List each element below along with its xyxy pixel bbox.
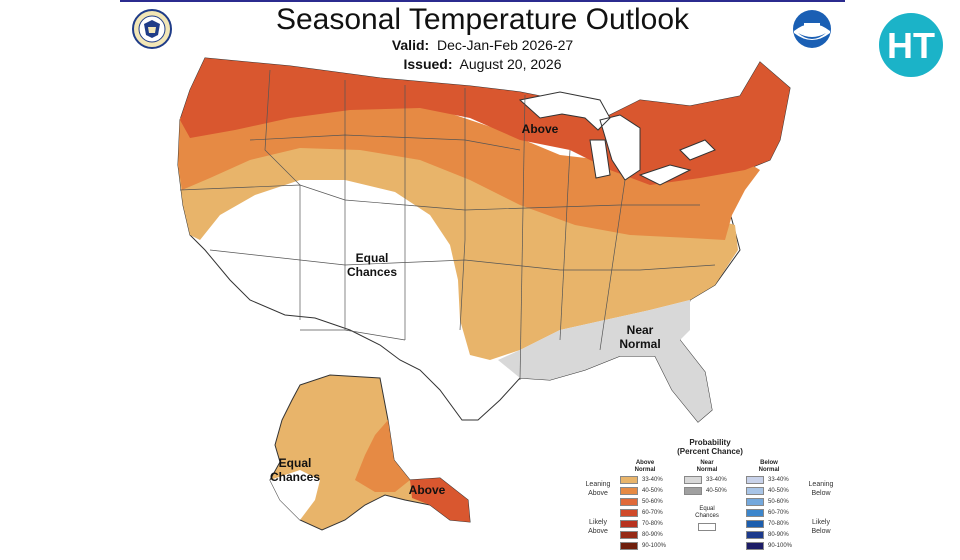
legend-above-swatch-6 — [620, 542, 638, 550]
legend-below-label-2: 50-60% — [768, 499, 789, 505]
legend-above-head-1: Above — [635, 460, 655, 466]
label-near-line1: Near — [627, 323, 654, 337]
zone-near-normal — [498, 300, 712, 422]
legend-below-label-0: 33-40% — [768, 477, 789, 483]
alaska-above-40-50 — [355, 420, 410, 492]
zone-above-33-40 — [178, 128, 738, 360]
legend-likely-below-1: Likely — [812, 519, 830, 526]
legend-equal-swatch — [698, 523, 716, 531]
probability-legend: Probability (Percent Chance) Above Norma… — [580, 436, 840, 558]
state-lines — [179, 69, 716, 381]
legend-above-label-4: 70-80% — [642, 521, 663, 527]
legend-near-head: Near Normal — [684, 460, 730, 474]
legend-likely-above-2: Above — [588, 528, 608, 535]
ht-brand-text: HT — [887, 25, 935, 66]
label-above-north: Above — [522, 122, 559, 136]
legend-above-label-6: 90-100% — [642, 543, 667, 549]
page-title: Seasonal Temperature Outlook — [275, 3, 690, 36]
legend-above-swatch-1 — [620, 487, 638, 495]
legend-equal-1: Equal — [699, 506, 715, 512]
legend-leaning-below-2: Below — [811, 490, 831, 497]
legend-above-head-2: Normal — [634, 467, 656, 473]
legend-below-head: Below Normal — [746, 460, 792, 474]
label-equal-line1: Equal — [356, 251, 389, 265]
legend-near-label-0: 33-40% — [706, 477, 727, 483]
legend-likely-above: Likely Above — [580, 518, 616, 536]
legend-above-swatch-5 — [620, 531, 638, 539]
legend-below-head-2: Normal — [758, 467, 780, 473]
legend-above-label-5: 80-90% — [642, 532, 663, 538]
header-rule — [120, 0, 845, 2]
legend-near-head-2: Normal — [696, 467, 718, 473]
legend-above-label-0: 33-40% — [642, 477, 663, 483]
ht-brand-logo: HT — [879, 13, 943, 77]
valid-label: Valid: — [391, 37, 430, 53]
legend-leaning-above: Leaning Above — [580, 480, 616, 498]
label-ak-equal-line2: Chances — [270, 470, 320, 484]
legend-likely-below-2: Below — [811, 528, 831, 535]
legend-below-label-6: 90-100% — [768, 543, 793, 549]
valid-line: Valid: Dec-Jan-Feb 2026-27 — [120, 37, 845, 53]
label-equal-line2: Chances — [347, 265, 397, 279]
legend-below-swatch-5 — [746, 531, 764, 539]
legend-leaning-below-1: Leaning — [808, 481, 834, 488]
legend-above-label-3: 60-70% — [642, 510, 663, 516]
doc-seal-icon — [132, 9, 172, 49]
legend-leaning-above-2: Above — [588, 490, 608, 497]
legend-below-swatch-3 — [746, 509, 764, 517]
legend-below-swatch-2 — [746, 498, 764, 506]
legend-below-swatch-0 — [746, 476, 764, 484]
alaska-equal-west — [270, 470, 320, 520]
label-ak-above: Above — [409, 483, 446, 497]
legend-below-head-1: Below — [760, 460, 778, 466]
alaska-above-50-60 — [410, 478, 470, 522]
legend-above-swatch-3 — [620, 509, 638, 517]
valid-value: Dec-Jan-Feb 2026-27 — [436, 37, 574, 53]
legend-below-swatch-6 — [746, 542, 764, 550]
legend-below-label-5: 80-90% — [768, 532, 789, 538]
legend-above-swatch-4 — [620, 520, 638, 528]
legend-near-label-1: 40-50% — [706, 488, 727, 494]
great-lakes — [518, 91, 716, 186]
noaa-logo-icon — [793, 10, 831, 48]
issued-line: Issued: August 20, 2026 — [120, 56, 845, 72]
legend-likely-below: Likely Below — [802, 518, 840, 536]
legend-below-label-3: 60-70% — [768, 510, 789, 516]
legend-likely-above-1: Likely — [589, 519, 607, 526]
label-near-line2: Normal — [619, 337, 660, 351]
issued-label: Issued: — [403, 56, 453, 72]
legend-equal-chances: Equal Chances — [686, 506, 728, 520]
legend-above-label-2: 50-60% — [642, 499, 663, 505]
legend-above-swatch-0 — [620, 476, 638, 484]
legend-above-label-1: 40-50% — [642, 488, 663, 494]
legend-below-swatch-4 — [746, 520, 764, 528]
legend-title-1: Probability — [689, 438, 731, 447]
legend-above-swatch-2 — [620, 498, 638, 506]
legend-title-2: (Percent Chance) — [677, 447, 743, 456]
legend-near-swatch-1 — [684, 487, 702, 495]
legend-near-head-1: Near — [700, 460, 714, 466]
legend-below-label-1: 40-50% — [768, 488, 789, 494]
legend-equal-2: Chances — [695, 513, 719, 519]
legend-leaning-below: Leaning Below — [802, 480, 840, 498]
label-ak-equal-line1: Equal — [279, 456, 312, 470]
legend-near-swatch-0 — [684, 476, 702, 484]
legend-leaning-above-1: Leaning — [585, 481, 611, 488]
issued-value: August 20, 2026 — [459, 56, 562, 72]
legend-above-head: Above Normal — [622, 460, 668, 474]
legend-below-swatch-1 — [746, 487, 764, 495]
legend-below-label-4: 70-80% — [768, 521, 789, 527]
